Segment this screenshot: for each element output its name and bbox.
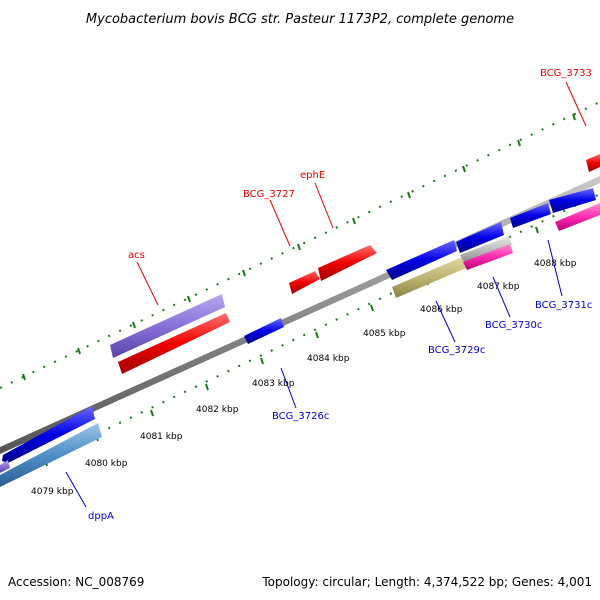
tick-label-4084: 4084 kbp — [307, 354, 350, 364]
topology-text: Topology: circular; Length: 4,374,522 bp… — [261, 575, 592, 589]
gene-left-edge-arrow — [0, 460, 10, 473]
leader-dppA — [65, 471, 87, 508]
gene-dppA-arrow — [0, 423, 102, 487]
major-tick — [462, 165, 466, 173]
outer-tick-track — [0, 101, 600, 389]
gene-label-BCG_3727: BCG_3727 — [243, 189, 295, 200]
gene-label-acs: acs — [128, 250, 145, 261]
gene-reverse-arrow-a — [386, 240, 457, 280]
major-tick — [187, 295, 191, 303]
major-ticks — [22, 113, 576, 467]
gene-BCG_3729c-arrow — [392, 257, 466, 298]
gene-BCG_3726c-arrow — [244, 318, 284, 344]
leader-ephE — [314, 182, 334, 229]
major-tick — [150, 409, 154, 417]
gene-label-BCG_3730c: BCG_3730c — [485, 320, 542, 331]
gene-label-BCG_3726c: BCG_3726c — [272, 411, 329, 422]
tick-label-4080: 4080 kbp — [85, 459, 128, 469]
major-tick — [572, 113, 576, 121]
major-tick — [77, 347, 81, 355]
tick-label-4079: 4079 kbp — [31, 487, 74, 497]
map-title: Mycobacterium bovis BCG str. Pasteur 117… — [86, 12, 514, 27]
leader-BCG_3727 — [269, 199, 291, 247]
tick-label-4081: 4081 kbp — [140, 432, 183, 442]
major-tick — [205, 383, 209, 391]
gene-acs-arrow — [110, 294, 225, 358]
gene-forward-arrow — [118, 313, 230, 374]
leader-BCG_3731c — [547, 239, 563, 297]
major-tick — [297, 243, 301, 251]
gene-BCG_3727-arrow — [289, 271, 320, 294]
major-tick — [370, 304, 374, 312]
tick-label-4082: 4082 kbp — [196, 405, 239, 415]
tick-labels: 4079 kbp 4080 kbp 4081 kbp 4082 kbp 4083… — [31, 259, 577, 497]
gene-dppA-upper-arrow — [2, 406, 95, 463]
reverse-genes — [0, 188, 600, 487]
gene-label-ephE: ephE — [300, 170, 325, 181]
tick-label-4085: 4085 kbp — [363, 329, 406, 339]
leader-acs — [136, 261, 159, 306]
major-tick — [242, 269, 246, 277]
major-tick — [260, 357, 264, 365]
tick-label-4087: 4087 kbp — [477, 282, 520, 292]
label-leaders — [65, 81, 587, 508]
major-tick — [517, 139, 521, 147]
tick-label-4088: 4088 kbp — [534, 259, 577, 269]
gene-BCG_3733-arrow — [586, 154, 600, 172]
major-tick — [535, 226, 539, 234]
leader-BCG_3729c — [435, 300, 456, 343]
gene-BCG_3730c-upper-arrow — [460, 236, 512, 262]
gene-labels: acs BCG_3727 ephE BCG_3733 BCG_3726c BCG… — [88, 68, 592, 522]
major-tick — [22, 373, 26, 381]
gene-label-BCG_3733: BCG_3733 — [540, 68, 592, 79]
major-tick — [132, 321, 136, 329]
major-tick — [315, 331, 319, 339]
leader-BCG_3726c — [280, 367, 297, 409]
gene-BCG_3731c-arrow — [555, 203, 600, 231]
gene-label-BCG_3729c: BCG_3729c — [428, 345, 485, 356]
gene-label-BCG_3731c: BCG_3731c — [535, 300, 592, 311]
gene-reverse-arrow-c — [510, 203, 551, 228]
leader-BCG_3733 — [565, 81, 587, 127]
gene-ephE-arrow — [318, 245, 377, 281]
gene-label-dppA: dppA — [88, 511, 114, 522]
major-tick — [407, 191, 411, 199]
gene-BCG_3731c-upper-arrow — [549, 188, 596, 213]
tick-label-4083: 4083 kbp — [252, 379, 295, 389]
accession-text: Accession: NC_008769 — [8, 575, 144, 589]
tick-label-4086: 4086 kbp — [420, 305, 463, 315]
forward-genes — [110, 154, 600, 374]
leader-BCG_3730c — [492, 276, 511, 318]
gene-reverse-arrow-b — [456, 222, 504, 253]
major-tick — [352, 217, 356, 225]
gene-BCG_3730c-arrow — [463, 244, 513, 270]
